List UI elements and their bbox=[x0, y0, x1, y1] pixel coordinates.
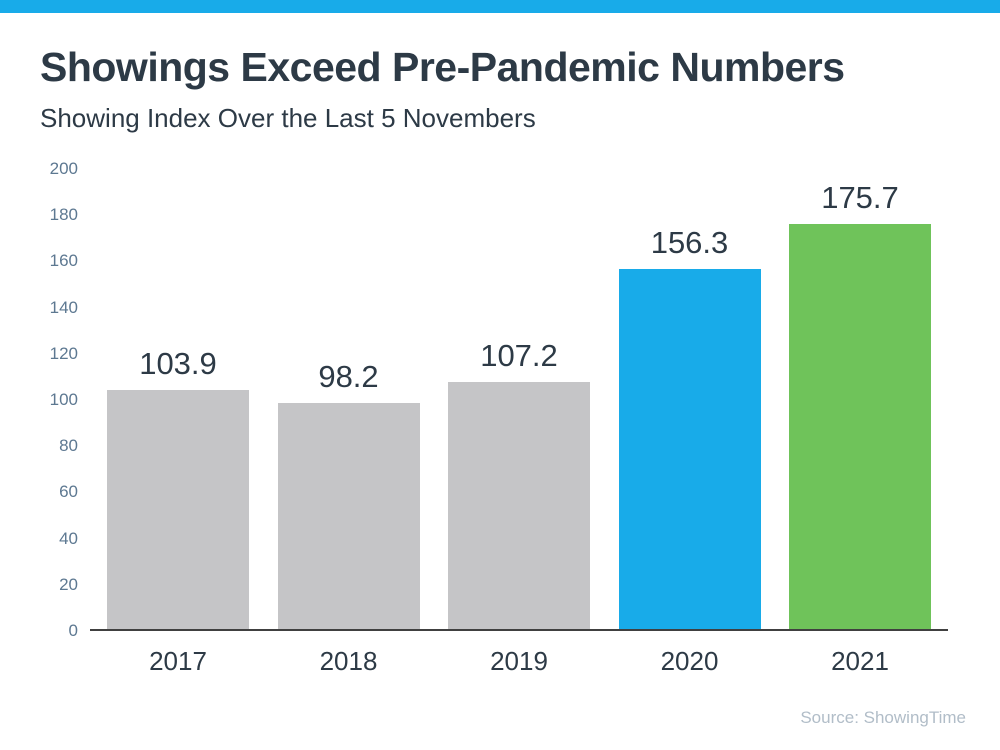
y-axis-tick-0: 0 bbox=[68, 621, 78, 640]
x-axis-label-2019: 2019 bbox=[490, 646, 548, 676]
y-axis-tick-40: 40 bbox=[59, 528, 78, 548]
x-axis-label-2018: 2018 bbox=[319, 646, 378, 676]
x-axis-label-2017: 2017 bbox=[149, 646, 207, 676]
top-accent-bar bbox=[0, 0, 1000, 13]
y-axis-tick-120: 120 bbox=[49, 343, 78, 363]
y-axis-tick-140: 140 bbox=[49, 297, 78, 317]
bar-2019 bbox=[448, 382, 590, 629]
bar-value-label-2021: 175.7 bbox=[821, 180, 899, 216]
bar-2020 bbox=[618, 268, 761, 629]
source-credit: Source: ShowingTime bbox=[800, 708, 966, 727]
y-axis-tick-160: 160 bbox=[49, 251, 78, 271]
bar-2021 bbox=[789, 224, 931, 629]
y-axis-tick-20: 20 bbox=[59, 574, 78, 594]
y-axis-tick-100: 100 bbox=[49, 390, 78, 409]
bar-2017 bbox=[107, 389, 249, 629]
x-axis-line bbox=[90, 629, 948, 631]
y-axis-tick-180: 180 bbox=[49, 205, 78, 225]
x-axis-label-2021: 2021 bbox=[831, 646, 889, 676]
y-axis-tick-60: 60 bbox=[59, 482, 78, 502]
bar-2018 bbox=[277, 403, 420, 629]
chart-title: Showings Exceed Pre-Pandemic Numbers bbox=[40, 44, 845, 90]
bar-value-label-2019: 107.2 bbox=[480, 338, 558, 374]
bar-value-label-2018: 98.2 bbox=[318, 359, 379, 395]
bar-value-label-2017: 103.9 bbox=[139, 345, 217, 381]
chart-subtitle: Showing Index Over the Last 5 Novembers bbox=[40, 103, 536, 133]
bar-value-label-2020: 156.3 bbox=[650, 224, 729, 260]
x-axis-label-2020: 2020 bbox=[660, 646, 719, 676]
y-axis-tick-200: 200 bbox=[49, 159, 78, 178]
y-axis-tick-80: 80 bbox=[59, 436, 78, 456]
